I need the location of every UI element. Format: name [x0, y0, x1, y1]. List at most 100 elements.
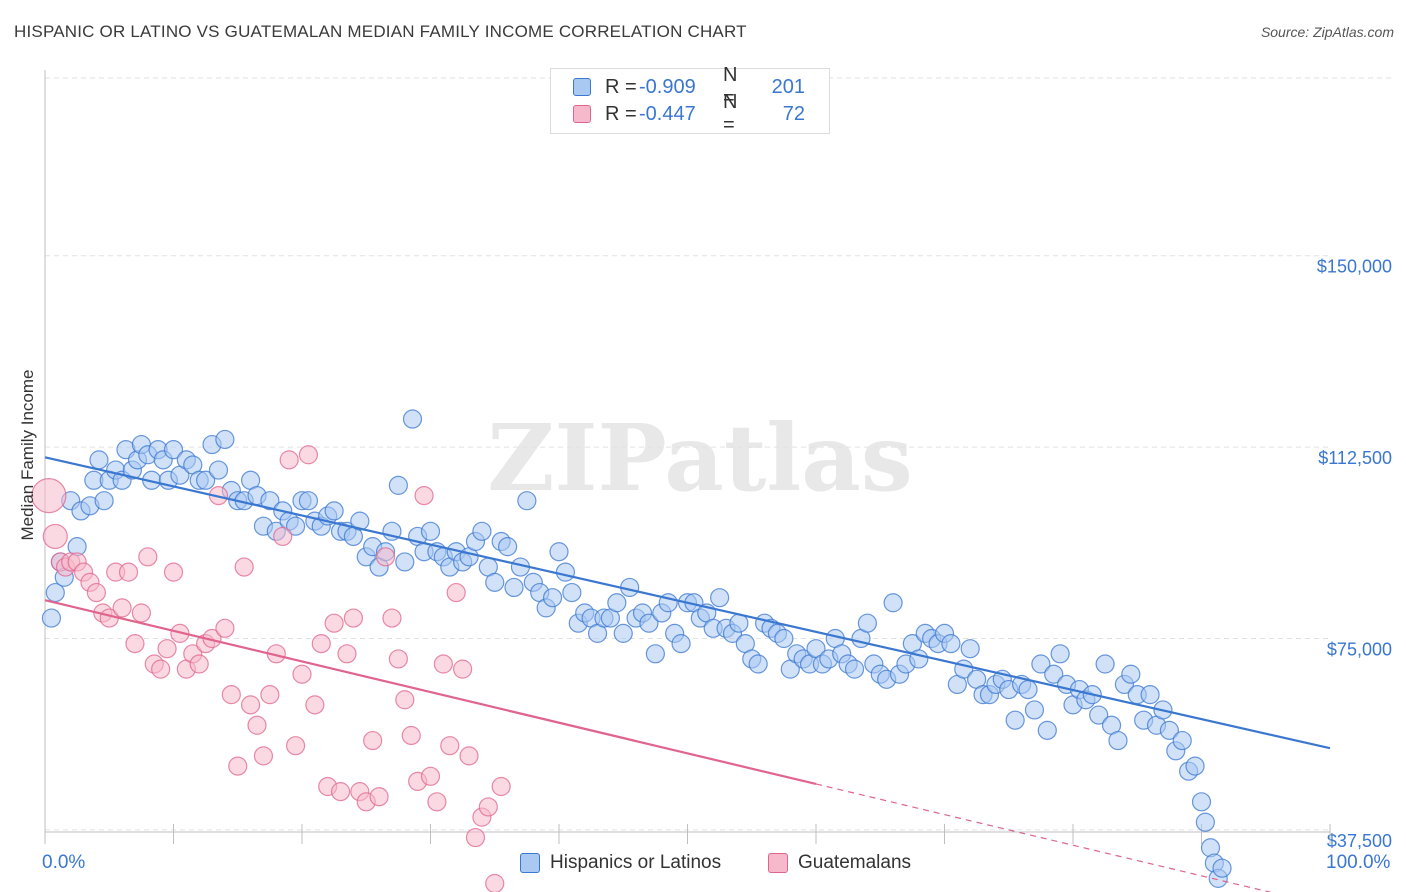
guatemalan-point — [279, 450, 299, 470]
hispanic-point — [1212, 858, 1232, 878]
hispanic-point — [710, 588, 730, 608]
guatemalan-point — [273, 526, 293, 547]
legend-row-guatemalan: R = -0.447 N = 72 — [573, 91, 805, 136]
guatemalan-point — [433, 654, 453, 674]
y-axis-label: Median Family Income — [18, 369, 37, 541]
guatemalan-point — [388, 649, 408, 669]
n-label: N = — [723, 91, 738, 136]
guatemalan-point — [491, 776, 511, 797]
hispanic-point — [1005, 710, 1025, 730]
hispanic-point — [1037, 720, 1057, 740]
hispanic-point — [555, 562, 576, 582]
guatemalan-point — [311, 634, 331, 654]
hispanic-point — [163, 440, 184, 460]
hispanic-point — [285, 516, 306, 536]
guatemalan-point — [401, 725, 421, 746]
guatemalan-point — [414, 485, 434, 506]
hispanic-point — [639, 613, 659, 633]
y-tick-label: $75,000 — [1327, 640, 1392, 660]
guatemalan-point — [292, 664, 312, 684]
guatemalan-point — [163, 562, 184, 582]
hispanic-point — [613, 623, 633, 643]
guatemalan-point — [151, 659, 171, 679]
guatemalan-point — [247, 715, 267, 735]
guatemalan-point — [86, 582, 107, 603]
guatemalan-point — [138, 547, 158, 567]
hispanic-point — [1159, 720, 1179, 740]
hispanic-point — [1195, 812, 1215, 832]
hispanic-point — [1018, 679, 1038, 700]
guatemalan-point — [485, 873, 505, 892]
guatemalan-point — [446, 582, 466, 603]
n-value: 201 — [771, 75, 805, 98]
hispanic-point — [774, 628, 794, 649]
hispanic-point — [883, 593, 903, 613]
watermark: ZIPatlas — [487, 404, 912, 512]
guatemalan-point — [42, 523, 68, 550]
hispanic-point — [748, 654, 768, 674]
guatemalan-point — [260, 685, 280, 705]
y-tick-label: $112,500 — [1318, 448, 1392, 468]
legend-row-hispanic: R = -0.909 N = 201 — [573, 64, 805, 109]
guatemalan-point — [131, 603, 151, 623]
hispanic-point — [1089, 705, 1109, 725]
hispanic-point — [542, 588, 563, 608]
guatemalan-point — [285, 736, 306, 756]
legend-item-guatemalan[interactable]: Guatemalans — [768, 852, 911, 874]
hispanic-point — [1108, 730, 1128, 751]
guatemalan-point — [369, 787, 389, 807]
hispanic-point — [1185, 756, 1205, 776]
hispanic-point — [1191, 792, 1212, 812]
guatemalan-point — [31, 477, 67, 514]
hispanic-point — [671, 634, 691, 654]
guatemalan-point — [118, 562, 139, 582]
hispanic-point — [844, 659, 865, 679]
guatemalan-point — [453, 659, 473, 679]
guatemalan-swatch — [573, 105, 591, 123]
hispanic-point — [89, 450, 109, 470]
x-axis-max-label: 100.0% — [1326, 852, 1391, 873]
n-value: 72 — [782, 102, 805, 125]
hispanic-point — [1024, 700, 1045, 720]
y-tick-label: $37,500 — [1327, 831, 1392, 851]
hispanic-point — [208, 460, 229, 480]
hispanic-point — [562, 582, 582, 603]
guatemalan-point — [440, 736, 460, 756]
hispanic-point — [420, 521, 441, 541]
hispanic-point — [215, 429, 235, 450]
hispanic-point — [472, 521, 492, 541]
hispanic-point — [196, 470, 216, 490]
hispanic-point — [260, 491, 280, 511]
hispanic-point — [498, 537, 518, 557]
guatemalan-point — [363, 730, 383, 751]
hispanic-point — [298, 491, 319, 511]
guatemalan-point — [375, 547, 396, 567]
guatemalan-legend-label: Guatemalans — [798, 852, 912, 873]
hispanic-point — [857, 613, 878, 633]
hispanic-point — [1172, 730, 1192, 751]
guatemalan-point — [189, 654, 209, 674]
guatemalan-point — [305, 695, 325, 715]
stats-legend: R = -0.909 N = 201 R = -0.447 N = 72 — [550, 64, 830, 136]
guatemalan-point — [253, 746, 274, 766]
hispanic-point — [1121, 664, 1141, 684]
legend-item-hispanic[interactable]: Hispanics or Latinos — [520, 852, 721, 874]
guatemalan-point — [112, 598, 132, 618]
guatemalan-point — [427, 792, 447, 812]
hispanic-legend-swatch — [520, 853, 540, 873]
r-value: -0.447 — [639, 102, 696, 125]
hispanic-point — [960, 639, 980, 659]
hispanic-point — [485, 572, 505, 592]
hispanic-point — [517, 491, 537, 511]
hispanic-point — [1031, 654, 1051, 674]
y-tick-label: $150,000 — [1317, 257, 1392, 277]
hispanic-trend-line — [44, 456, 1331, 750]
hispanic-point — [94, 491, 114, 511]
guatemalan-point — [382, 608, 402, 628]
hispanic-point — [324, 501, 344, 521]
hispanic-point — [1050, 644, 1070, 664]
guatemalan-point — [228, 756, 248, 776]
guatemalan-point — [395, 690, 415, 710]
hispanic-point — [607, 593, 627, 613]
